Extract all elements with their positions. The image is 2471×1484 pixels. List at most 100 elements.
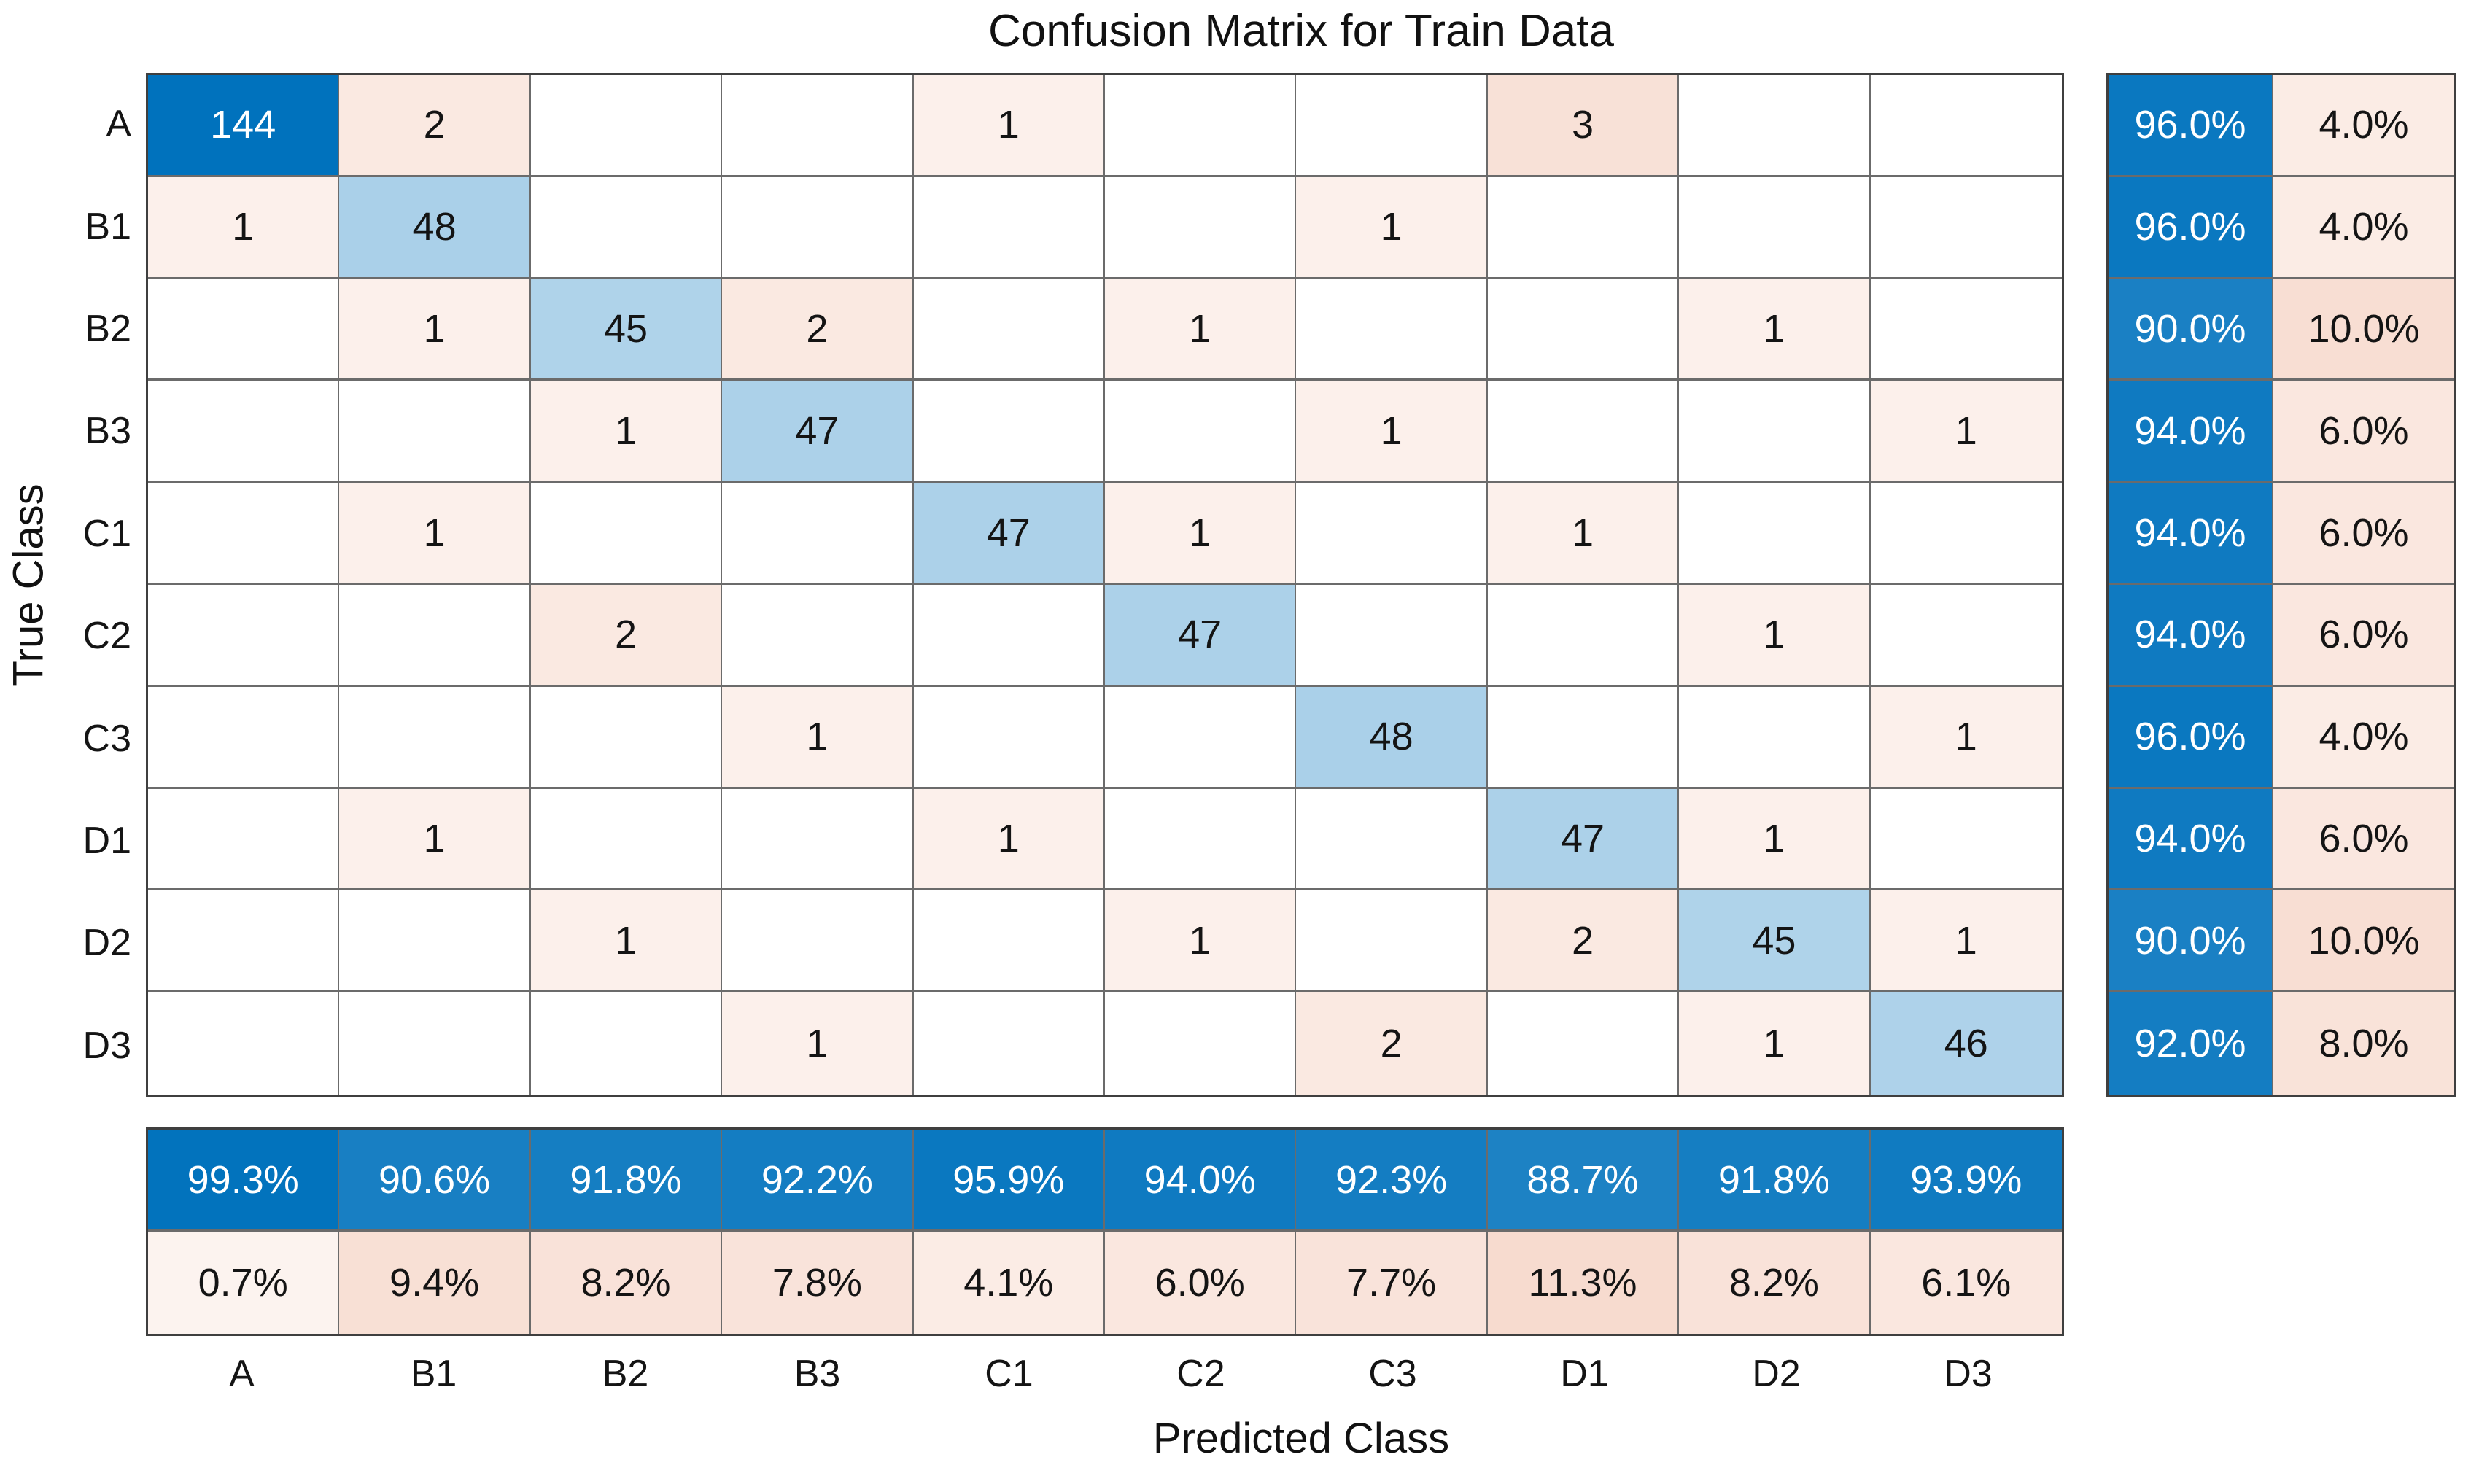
matrix-cell [913,176,1105,279]
x-tick-label: A [229,1353,255,1395]
x-tick-label: B1 [410,1353,457,1395]
col-summary-incorrect-cell: 8.2% [530,1232,723,1334]
matrix-cell [1487,279,1680,381]
x-tick-label: D1 [1560,1353,1609,1395]
matrix-cell: 1 [722,686,914,789]
matrix-cell [1487,381,1680,483]
matrix-cell: 2 [722,279,914,381]
col-summary-correct-cell: 94.0% [1104,1130,1297,1232]
matrix-cell [1487,686,1680,789]
matrix-cell [1104,381,1297,483]
matrix-cell: 2 [1487,890,1680,993]
row-summary-incorrect-cell: 10.0% [2273,890,2454,993]
matrix-cell [1487,585,1680,687]
matrix-cell: 2 [339,75,531,177]
y-tick-labels: A B1 B2 B3 C1 C2 C3 D1 D2 D3 [44,73,131,1097]
matrix-cell: 2 [530,585,723,687]
matrix-cell: 1 [1679,992,1871,1095]
col-summary-correct-cell: 91.8% [530,1130,723,1232]
row-summary-correct-cell: 96.0% [2109,176,2273,279]
matrix-cell: 1 [1870,381,2062,483]
matrix-cell: 1 [339,279,531,381]
matrix-cell: 3 [1487,75,1680,177]
matrix-cell [148,992,340,1095]
row-summary-incorrect-cell: 8.0% [2273,992,2454,1095]
matrix-cell [148,381,340,483]
row-summary-incorrect-cell: 4.0% [2273,75,2454,177]
matrix-cell [148,788,340,891]
matrix-cell: 1 [1104,483,1297,585]
col-summary-correct-cell: 88.7% [1487,1130,1680,1232]
row-summary-incorrect-cell: 4.0% [2273,176,2454,279]
matrix-cell [722,890,914,993]
col-summary-incorrect-cell: 11.3% [1487,1232,1680,1334]
y-tick-label: D2 [82,922,131,965]
matrix-cell [339,585,531,687]
x-tick-label: D2 [1752,1353,1801,1395]
matrix-cell [722,75,914,177]
matrix-cell [1679,483,1871,585]
matrix-cell [530,483,723,585]
matrix-cell: 47 [1487,788,1680,891]
row-summary-correct-cell: 92.0% [2109,992,2273,1095]
matrix-cell: 45 [1679,890,1871,993]
matrix-cell: 46 [1870,992,2062,1095]
matrix-cell: 1 [1296,381,1488,483]
row-summary-correct-cell: 96.0% [2109,686,2273,789]
confusion-matrix-grid: 144 2 1 3 1 48 1 1 45 2 1 1 1 47 1 1 1 47 1 1 2 47 1 1 48 1 1 1 47 1 1… [146,73,2064,1097]
matrix-cell [913,381,1105,483]
y-tick-label: C1 [82,512,131,555]
x-tick-label: C2 [1176,1353,1225,1395]
y-tick-label: C3 [82,717,131,760]
col-summary-incorrect-cell: 4.1% [913,1232,1105,1334]
row-summary-incorrect-cell: 6.0% [2273,585,2454,687]
x-tick-label: C3 [1368,1353,1417,1395]
matrix-cell: 1 [339,483,531,585]
matrix-cell [339,381,531,483]
matrix-cell [1679,75,1871,177]
col-summary-incorrect-cell: 0.7% [148,1232,340,1334]
col-summary-incorrect-cell: 6.0% [1104,1232,1297,1334]
row-summary-incorrect-cell: 4.0% [2273,686,2454,789]
matrix-cell [1870,483,2062,585]
y-tick-label: B1 [85,205,131,248]
matrix-cell: 45 [530,279,723,381]
matrix-cell [1487,992,1680,1095]
matrix-cell [913,686,1105,789]
matrix-cell [1870,788,2062,891]
y-tick-label: B3 [85,410,131,453]
row-summary-incorrect-cell: 6.0% [2273,381,2454,483]
matrix-cell [148,585,340,687]
matrix-cell [1104,788,1297,891]
matrix-cell: 1 [1870,686,2062,789]
matrix-cell [1104,75,1297,177]
matrix-cell [530,788,723,891]
matrix-cell: 1 [722,992,914,1095]
matrix-cell: 47 [722,381,914,483]
matrix-cell [913,890,1105,993]
x-tick-label: D3 [1944,1353,1993,1395]
matrix-cell [1296,279,1488,381]
row-summary-correct-cell: 94.0% [2109,381,2273,483]
matrix-cell: 1 [530,890,723,993]
matrix-cell [530,686,723,789]
matrix-cell [1296,788,1488,891]
matrix-cell [1870,279,2062,381]
column-summary-grid: 99.3% 90.6% 91.8% 92.2% 95.9% 94.0% 92.3% 88.7%… [146,1127,2064,1336]
matrix-cell: 1 [1296,176,1488,279]
col-summary-incorrect-cell: 7.7% [1296,1232,1488,1334]
matrix-cell [530,176,723,279]
row-summary-incorrect-cell: 10.0% [2273,279,2454,381]
y-tick-label: A [106,103,131,146]
matrix-cell [1679,381,1871,483]
matrix-cell: 1 [339,788,531,891]
row-summary-correct-cell: 90.0% [2109,890,2273,993]
matrix-cell: 1 [1870,890,2062,993]
x-tick-labels: A B1 B2 B3 C1 C2 C3 D1 D2 D3 [146,1351,2064,1397]
matrix-cell [1679,176,1871,279]
matrix-cell [722,585,914,687]
matrix-cell [530,75,723,177]
matrix-cell [1679,686,1871,789]
matrix-cell: 2 [1296,992,1488,1095]
row-summary-correct-cell: 94.0% [2109,585,2273,687]
